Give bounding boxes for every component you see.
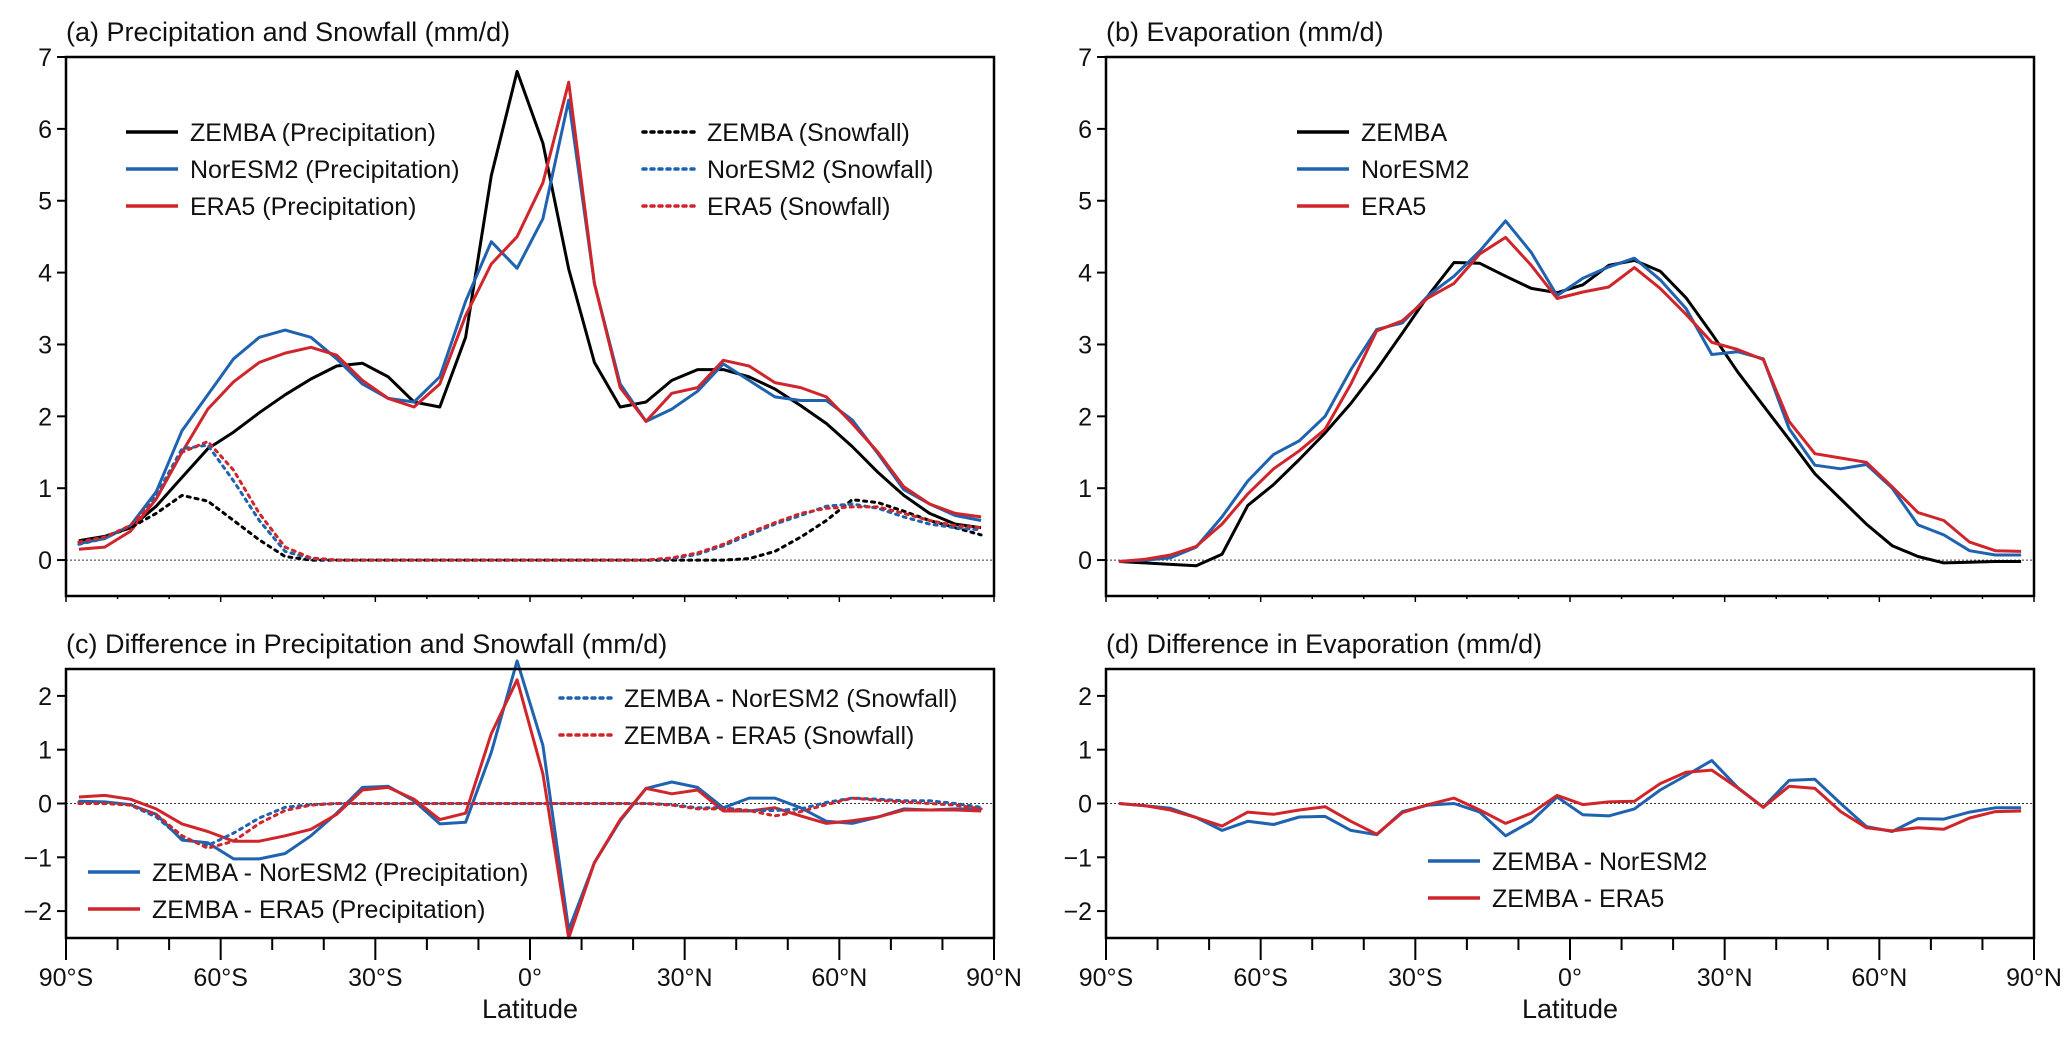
legend-label: ZEMBA (Snowfall) [707,119,910,147]
x-tick-label: 30°S [348,964,402,992]
y-tick-label: 0 [1078,547,1092,575]
x-tick-label: 30°S [1388,964,1442,992]
x-axis-label: Latitude [1522,994,1618,1024]
y-tick-label: 0 [38,791,52,819]
legend-label: ERA5 (Snowfall) [707,193,890,221]
x-tick-label: 60°S [1233,964,1287,992]
series-line-zemba-precipitation [78,69,982,543]
legend-label: ERA5 (Precipitation) [190,193,416,221]
y-tick-label: 7 [1078,44,1092,72]
series-line-zemba-era5-precipitation [78,678,982,940]
series-line-zemba [1118,258,2022,568]
y-tick-label: 1 [38,737,52,765]
series-line-noresm2-precipitation [78,98,982,545]
x-axis-label: Latitude [482,994,578,1024]
panel-b-evaporation: (b) Evaporation (mm/d) 0 1 2 3 4 5 6 7 ZEMBA NorE… [1078,17,2036,602]
legend-label: ZEMBA - ERA5 (Precipitation) [152,896,485,924]
series-line-era5-precipitation [78,80,982,551]
panel-a-precipitation-snowfall: (a) Precipitation and Snowfall (mm/d) 0 1… [38,17,996,602]
x-tick-label: 30°N [1697,964,1753,992]
series-line-era5-snowfall [77,440,983,562]
panel-a-title: (a) Precipitation and Snowfall (mm/d) [66,17,510,47]
series-line-noresm2-snowfall [77,443,983,562]
y-tick-label: 3 [1078,331,1092,359]
y-tick-label: −1 [23,844,52,872]
y-tick-label: 6 [1078,116,1092,144]
y-tick-label: −2 [23,898,52,926]
y-tick-label: 5 [1078,188,1092,216]
panel-c-difference-precipitation: (c) Difference in Precipitation and Snow… [23,629,1021,1024]
y-tick-label: 7 [38,44,52,72]
y-tick-label: 3 [38,331,52,359]
series-line-zemba-era5-snowfall [77,796,983,850]
y-tick-label: 4 [1078,260,1092,288]
x-tick-label: 90°N [966,964,1022,992]
y-tick-label: 1 [38,475,52,503]
y-tick-label: 1 [1078,737,1092,765]
panel-b-title: (b) Evaporation (mm/d) [1106,17,1384,47]
legend-label: ZEMBA - ERA5 (Snowfall) [624,722,914,750]
legend-label: ZEMBA (Precipitation) [190,119,436,147]
panel-c-title: (c) Difference in Precipitation and Snow… [66,629,667,659]
legend-label: ZEMBA - NorESM2 (Precipitation) [152,859,529,887]
y-tick-label: 2 [1078,403,1092,431]
y-tick-label: 2 [1078,683,1092,711]
legend-label: NorESM2 (Snowfall) [707,156,933,184]
x-tick-label: 30°N [657,964,713,992]
legend-label: ERA5 [1361,193,1426,221]
x-tick-label: 60°N [811,964,867,992]
x-tick-label: 90°S [39,964,93,992]
plot-frame [1104,55,2036,598]
y-tick-label: 0 [38,547,52,575]
panel-d-difference-evaporation: (d) Difference in Evaporation (mm/d) −2 −… [1063,629,2061,1024]
y-tick-label: −1 [1063,844,1092,872]
series-line-zemba-noresm2 [1118,759,2022,838]
y-tick-label: 2 [38,403,52,431]
y-tick-label: 5 [38,188,52,216]
y-tick-label: 6 [38,116,52,144]
x-tick-label: 60°N [1851,964,1907,992]
legend-label: NorESM2 [1361,156,1469,184]
y-tick-label: −2 [1063,898,1092,926]
legend-label: ZEMBA [1361,119,1447,147]
y-tick-label: 2 [38,683,52,711]
x-tick-label: 90°S [1079,964,1133,992]
series-line-zemba-era5 [1118,768,2022,836]
legend-label: ZEMBA - NorESM2 (Snowfall) [624,685,957,713]
legend-label: ZEMBA - ERA5 [1492,885,1664,913]
y-tick-label: 0 [1078,791,1092,819]
series-line-noresm2 [1118,219,2022,563]
x-tick-label: 0° [518,964,542,992]
legend-label: ZEMBA - NorESM2 [1492,848,1707,876]
legend-label: NorESM2 (Precipitation) [190,156,460,184]
panel-d-title: (d) Difference in Evaporation (mm/d) [1106,629,1542,659]
x-tick-label: 0° [1558,964,1582,992]
series-line-zemba-snowfall [77,493,983,562]
x-tick-label: 90°N [2006,964,2062,992]
y-tick-label: 1 [1078,475,1092,503]
x-tick-label: 60°S [193,964,247,992]
y-tick-label: 4 [38,260,52,288]
series-line-era5 [1118,235,2022,563]
